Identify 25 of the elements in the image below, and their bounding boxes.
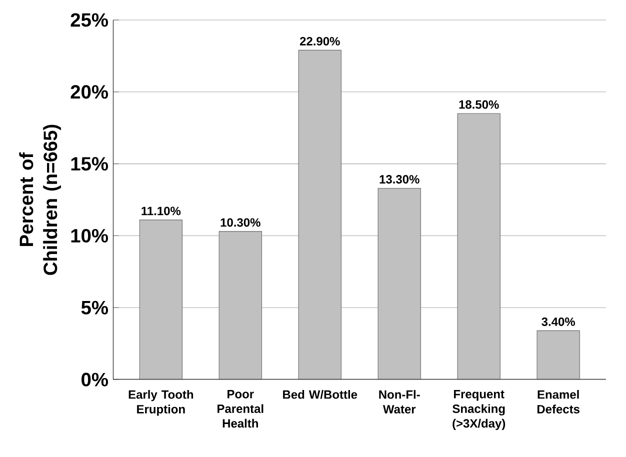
bar <box>457 113 500 380</box>
x-tick-label: Frequent Snacking (>3X/day) <box>452 390 506 430</box>
y-tick-label: 10% <box>71 229 108 243</box>
y-tick-label: 0% <box>82 372 108 386</box>
x-tick-label: Bed W/Bottle <box>283 390 358 399</box>
x-tick-label: Poor Parental Health <box>218 390 264 428</box>
y-tick-label: 20% <box>70 85 108 99</box>
bar <box>378 188 421 380</box>
y-axis-title: Percent of Children (n=665) <box>19 124 61 276</box>
x-tick-label: Early Tooth Eruption <box>128 390 194 416</box>
y-tick-label: 25% <box>70 13 108 27</box>
bar <box>139 220 182 380</box>
bar <box>536 330 580 380</box>
y-tick-label: 5% <box>81 300 108 315</box>
y-tick-label: 15% <box>71 157 108 171</box>
x-tick-label: Non-Fl- Water <box>379 390 420 414</box>
bar <box>218 231 262 380</box>
data-label: 13.30% <box>380 175 420 184</box>
bar <box>298 50 342 380</box>
x-tick-label: Enamel Defects <box>537 390 580 414</box>
data-label: 22.90% <box>300 37 340 46</box>
data-label: 3.40% <box>542 318 576 326</box>
data-label: 11.10% <box>142 206 181 216</box>
data-label: 18.50% <box>459 100 499 109</box>
data-label: 10.30% <box>220 218 260 227</box>
